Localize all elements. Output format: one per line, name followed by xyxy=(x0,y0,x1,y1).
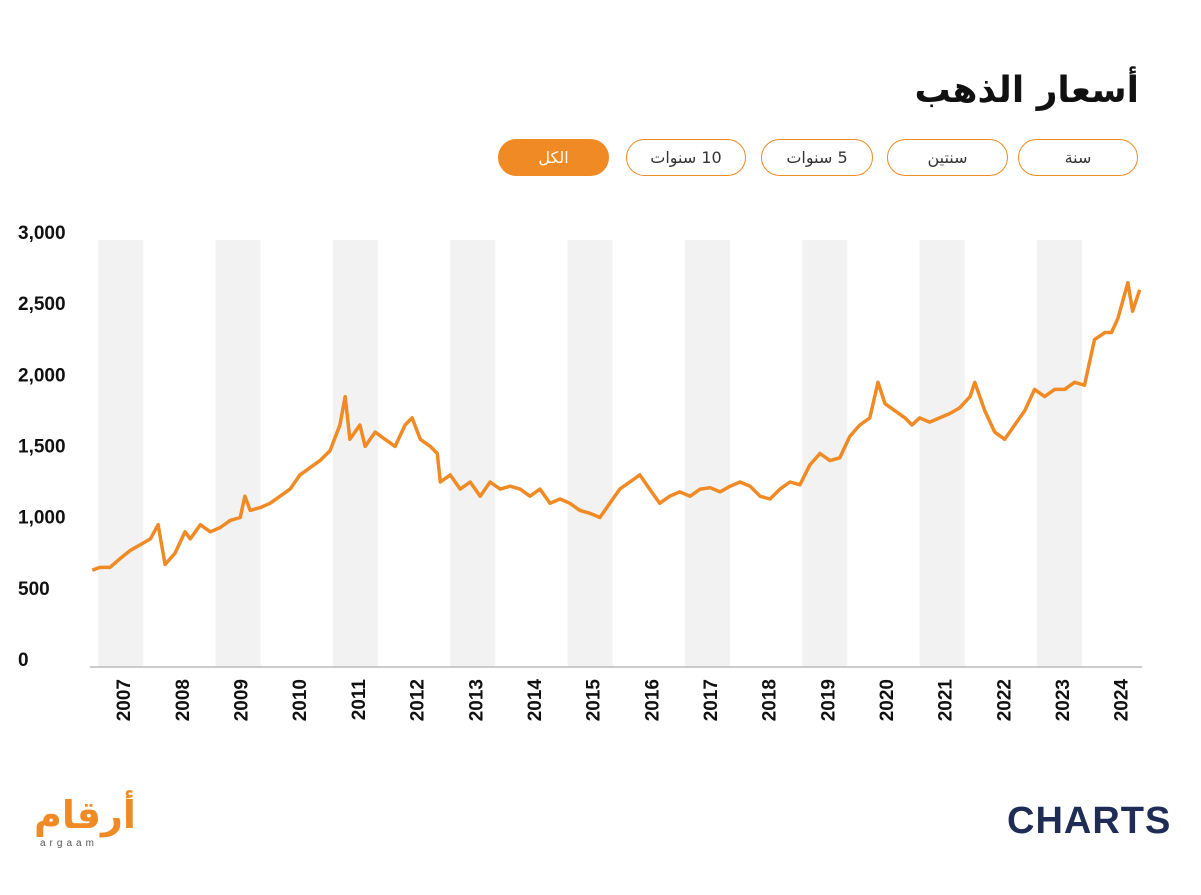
y-tick-label: 500 xyxy=(18,579,50,600)
x-tick-label: 2021 xyxy=(936,679,957,722)
x-tick-label: 2018 xyxy=(760,679,781,721)
filter-button[interactable]: سنة xyxy=(1018,139,1138,176)
price-line xyxy=(91,280,1142,572)
charts-logo: CHARTS xyxy=(1007,800,1172,842)
argaam-logo: أرقام xyxy=(34,793,136,837)
title: أسعار الذهب xyxy=(914,70,1139,111)
x-tick-label: 2016 xyxy=(642,679,663,721)
filter-button[interactable]: 10 سنوات xyxy=(626,139,746,176)
x-tick-label: 2017 xyxy=(701,679,722,721)
x-tick-label: 2009 xyxy=(232,679,253,721)
x-tick-label: 2019 xyxy=(818,679,839,721)
x-tick-label: 2015 xyxy=(584,679,605,722)
x-tick-label: 2008 xyxy=(173,679,194,721)
year-band xyxy=(802,240,848,667)
year-band xyxy=(98,240,144,667)
x-tick-label: 2020 xyxy=(877,679,898,721)
year-band xyxy=(1036,240,1082,667)
year-band xyxy=(567,240,613,667)
x-tick-label: 2023 xyxy=(1053,679,1074,721)
year-band xyxy=(684,240,730,667)
y-tick-label: 1,000 xyxy=(18,508,66,529)
x-tick-label: 2011 xyxy=(349,679,370,721)
x-tick-label: 2013 xyxy=(466,679,487,721)
y-tick-label: 0 xyxy=(18,650,29,671)
x-tick-label: 2014 xyxy=(525,679,546,722)
filter-button[interactable]: 5 سنوات xyxy=(761,139,873,176)
y-tick-label: 3,000 xyxy=(18,223,66,244)
year-band xyxy=(919,240,965,667)
chart: 0 500 1,000 1,500 2,000 2,500 3,000 2007 2008 200… xyxy=(18,223,1142,722)
filter-button[interactable]: سنتين xyxy=(887,139,1008,176)
x-tick-label: 2012 xyxy=(408,679,429,721)
y-tick-label: 2,500 xyxy=(18,294,66,315)
year-band xyxy=(215,240,261,667)
year-band xyxy=(450,240,496,667)
x-tick-label: 2024 xyxy=(1112,679,1133,722)
y-tick-label: 2,000 xyxy=(18,365,66,386)
x-tick-label: 2022 xyxy=(994,679,1015,721)
filter-button[interactable]: الكل xyxy=(498,139,609,176)
year-band xyxy=(332,240,378,667)
x-tick-label: 2007 xyxy=(114,679,135,721)
x-tick-label: 2010 xyxy=(290,679,311,721)
argaam-logo-latin: argaam xyxy=(40,838,98,849)
y-tick-label: 1,500 xyxy=(18,437,66,458)
